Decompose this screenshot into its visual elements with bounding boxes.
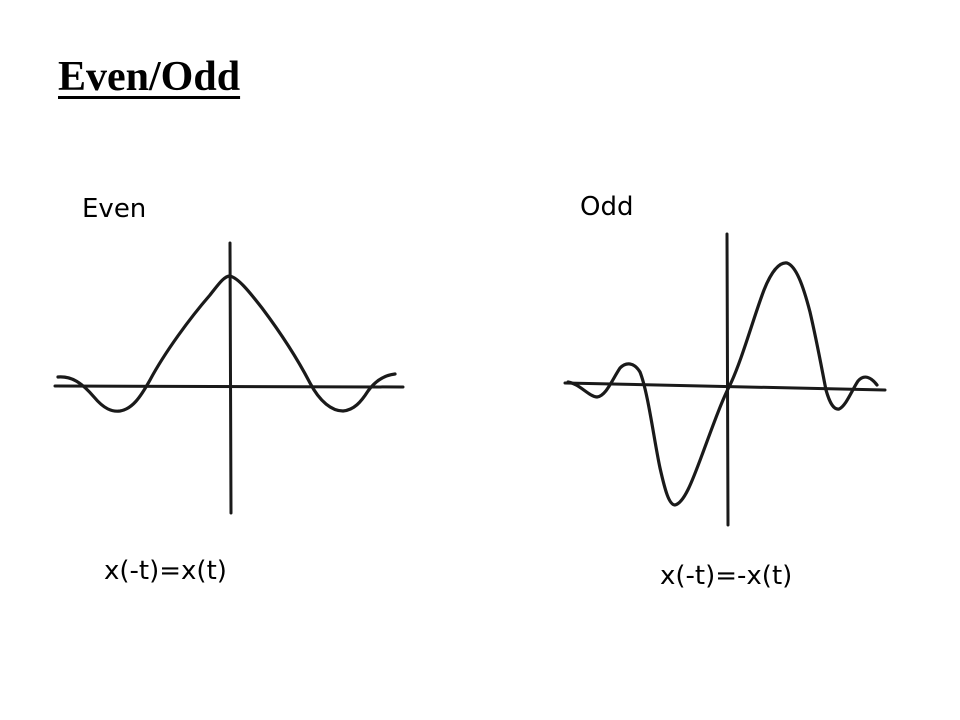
even-vertical-axis [228, 241, 233, 515]
odd-horizontal-axis [563, 381, 887, 392]
odd-vertical-axis [725, 232, 730, 527]
even-curve [56, 274, 397, 413]
odd-graph [563, 232, 887, 527]
slide-title: Even/Odd [58, 54, 241, 100]
even-formula: x(-t)=x(t) [104, 556, 227, 586]
odd-panel-label: Odd [580, 192, 634, 222]
odd-curve [566, 261, 879, 507]
odd-formula: x(-t)=-x(t) [660, 561, 793, 591]
even-panel-label: Even [82, 194, 147, 224]
even-graph [53, 241, 405, 515]
even-horizontal-axis [53, 384, 405, 389]
